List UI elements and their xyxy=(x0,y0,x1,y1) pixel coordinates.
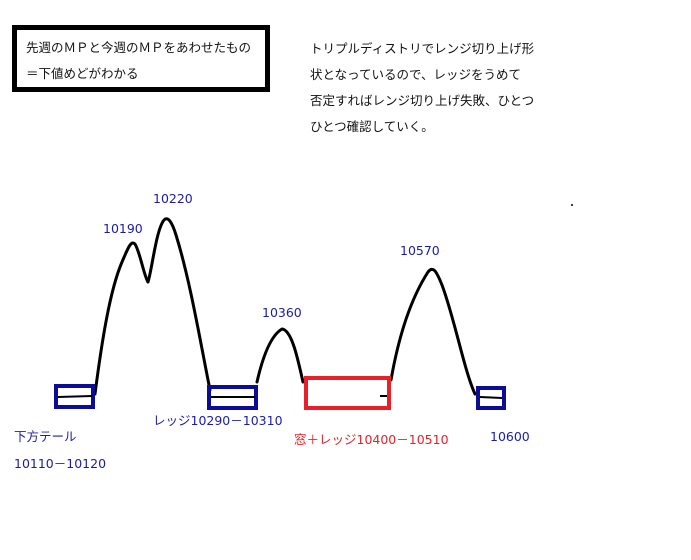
lower-tail-label: 下方テール xyxy=(14,429,77,444)
explanation-line-4: ひとつ確認していく。 xyxy=(310,119,434,134)
ledge-box xyxy=(207,385,258,410)
peak-label-1: 10190 xyxy=(103,221,143,236)
ledge-label: レッジ10290－10310 xyxy=(153,413,283,428)
lower-tail-line xyxy=(57,395,93,398)
price-profile-curve-3 xyxy=(389,267,477,396)
price-profile-curve xyxy=(93,217,212,396)
explanation-line-1: トリプルディストリでレンジ切り上げ形 xyxy=(310,41,535,56)
peak-label-3: 10360 xyxy=(262,305,302,320)
explanation-line-2: 状となっているので、レッジをうめて xyxy=(310,67,522,82)
right-label: 10600 xyxy=(490,429,530,444)
price-profile-curve-2 xyxy=(255,327,305,384)
note-line-1: 先週のＭＰと今週のＭＰをあわせたもの xyxy=(26,40,252,55)
lower-tail-box xyxy=(54,384,95,409)
stray-dot xyxy=(571,204,573,206)
note-line-2: ＝下値めどがわかる xyxy=(26,66,139,81)
lower-tail-range: 10110－10120 xyxy=(14,456,107,471)
right-box-line xyxy=(479,396,503,399)
note-box xyxy=(12,25,270,92)
explanation-line-3: 否定すればレンジ切り上げ失敗、ひとつ xyxy=(310,93,535,108)
right-box xyxy=(476,386,506,410)
peak-label-2: 10220 xyxy=(153,191,193,206)
window-ledge-label: 窓＋レッジ10400－10510 xyxy=(294,432,449,447)
peak-label-4: 10570 xyxy=(400,243,440,258)
window-ledge-box xyxy=(304,376,391,410)
